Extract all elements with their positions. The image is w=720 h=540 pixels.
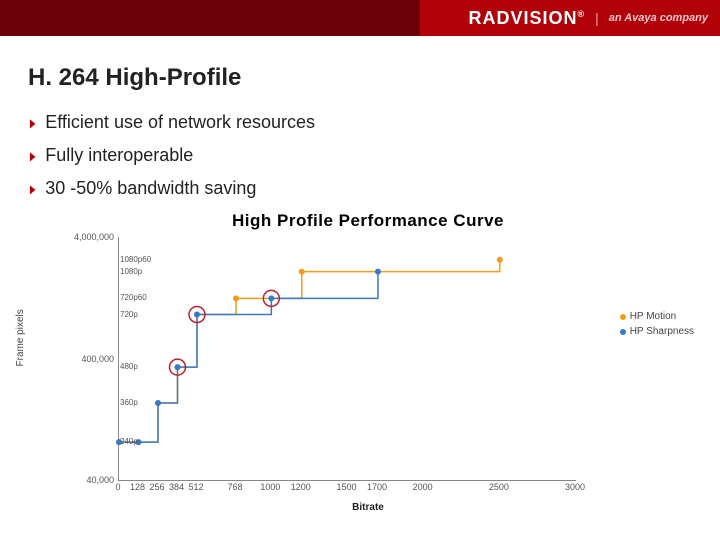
chart-x-tick: 768 — [227, 482, 242, 492]
bullet-list: Efficient use of network resources Fully… — [28, 112, 696, 199]
chart-legend: HP Motion HP Sharpness — [620, 311, 694, 341]
brand-name: RADVISION — [468, 8, 577, 28]
chart-x-tick: 384 — [169, 482, 184, 492]
chart-x-tick: 1000 — [260, 482, 280, 492]
registered-mark: ® — [577, 9, 585, 19]
brand-logo: RADVISION® — [468, 8, 585, 29]
chart-x-tick: 2000 — [413, 482, 433, 492]
slide-title: H. 264 High-Profile — [28, 64, 696, 92]
chart-y-tick: 4,000,000 — [74, 232, 114, 242]
chart-x-tick: 3000 — [565, 482, 585, 492]
chart-y-subtick: 360p — [120, 398, 138, 407]
chart-svg — [119, 237, 576, 480]
slide-content: H. 264 High-Profile Efficient use of net… — [0, 36, 720, 511]
chart-container: High Profile Performance Curve Frame pix… — [38, 211, 698, 511]
legend-item: HP Motion — [620, 311, 694, 322]
header-text: RADVISION® | an Avaya company — [468, 0, 708, 36]
legend-item: HP Sharpness — [620, 326, 694, 337]
chart-x-axis-label: Bitrate — [352, 502, 384, 513]
chart-x-tick: 256 — [149, 482, 164, 492]
chart-plot-area — [118, 237, 576, 481]
chart-y-tick: 40,000 — [74, 475, 114, 485]
chart-y-tick: 400,000 — [74, 354, 114, 364]
chart-y-subtick: 240p — [120, 437, 138, 446]
legend-label: HP Sharpness — [630, 326, 694, 337]
chart-y-subtick: 1080p60 — [120, 255, 151, 264]
chart-x-tick: 512 — [188, 482, 203, 492]
bullet-item: Fully interoperable — [28, 145, 696, 166]
chart-x-tick: 128 — [130, 482, 145, 492]
chart-y-axis-label: Frame pixels — [15, 309, 26, 366]
chart-x-tick: 0 — [115, 482, 120, 492]
brand-tagline: an Avaya company — [609, 12, 708, 24]
chart-y-subtick: 480p — [120, 362, 138, 371]
bullet-item: 30 -50% bandwidth saving — [28, 178, 696, 199]
chart-x-tick: 1500 — [336, 482, 356, 492]
chart-x-tick: 1200 — [291, 482, 311, 492]
chart-y-subtick: 720p60 — [120, 293, 147, 302]
bullet-item: Efficient use of network resources — [28, 112, 696, 133]
chart-x-tick: 2500 — [489, 482, 509, 492]
chart-y-subtick: 1080p — [120, 267, 142, 276]
chart-y-subtick: 720p — [120, 310, 138, 319]
chart-x-tick: 1700 — [367, 482, 387, 492]
header-bg-dark — [0, 0, 420, 36]
chart-title: High Profile Performance Curve — [38, 211, 698, 231]
legend-label: HP Motion — [630, 311, 677, 322]
legend-swatch-sharpness — [620, 329, 626, 335]
header-bar: RADVISION® | an Avaya company — [0, 0, 720, 36]
brand-separator: | — [595, 10, 599, 26]
legend-swatch-motion — [620, 314, 626, 320]
